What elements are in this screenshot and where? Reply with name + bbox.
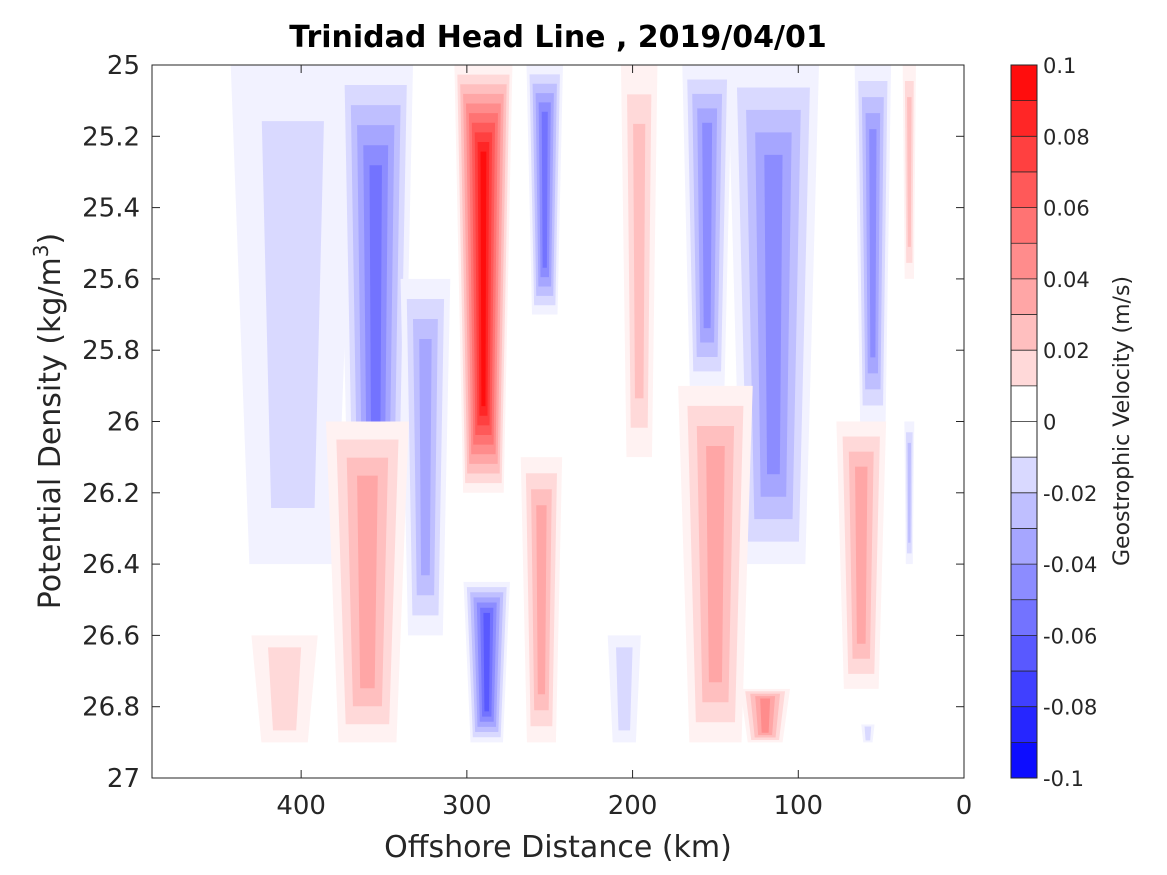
colorbar-swatch bbox=[1011, 421, 1037, 458]
colorbar-swatch bbox=[1011, 599, 1037, 636]
x-tick-label: 0 bbox=[956, 791, 973, 821]
colorbar-tick-label: 0.06 bbox=[1043, 197, 1090, 221]
contour-level-blue-lower-330-4 bbox=[419, 339, 432, 576]
colorbar-tick-label: 0 bbox=[1043, 411, 1056, 435]
contour-level-red-band-65-4 bbox=[855, 466, 868, 644]
colorbar-swatch bbox=[1011, 385, 1037, 422]
colorbar-swatch bbox=[1011, 171, 1037, 209]
contour-level-red-band-200-3 bbox=[633, 123, 646, 399]
contour-level-blue-core-55-5 bbox=[869, 129, 877, 358]
contour-level-blue-core-355-6 bbox=[369, 165, 382, 500]
colorbar-swatch bbox=[1011, 457, 1037, 494]
contour-level-blue-deep-58-2 bbox=[864, 726, 872, 741]
y-tick-label: 27 bbox=[107, 764, 140, 794]
colorbar-tick-label: -0.06 bbox=[1043, 624, 1097, 648]
y-tick-label: 26.4 bbox=[82, 550, 140, 580]
y-axis: 25 25.2 25.4 25.6 25.8 26 26.2 26.4 26.6 26.8 27 bbox=[82, 51, 964, 794]
colorbar: 0.1 0.08 0.06 0.04 0.02 0 -0.02 -0.04 -0.06 -0.08… bbox=[1010, 54, 1097, 791]
colorbar-swatch bbox=[1011, 100, 1037, 137]
contour-level-blue-deep-200-2 bbox=[616, 647, 633, 731]
contour-level-red-strip-35-3 bbox=[907, 97, 912, 247]
colorbar-swatch bbox=[1011, 635, 1037, 672]
contour-level-blue-band-440-2 bbox=[261, 121, 324, 508]
colorbar-tick-label: 0.02 bbox=[1043, 339, 1090, 363]
contour-level-red-lower-420-2 bbox=[268, 647, 302, 731]
colorbar-swatch bbox=[1011, 564, 1037, 601]
colorbar-tick-label: 0.1 bbox=[1043, 54, 1076, 78]
contour-level-red-band-360-4 bbox=[357, 475, 378, 689]
colorbar-swatch bbox=[1011, 278, 1037, 316]
y-tick-label: 26.2 bbox=[82, 479, 140, 509]
colorbar-tick-label: -0.08 bbox=[1043, 696, 1097, 720]
contour-level-red-jet-290-10 bbox=[480, 151, 487, 407]
colorbar-tick-label: -0.02 bbox=[1043, 482, 1097, 506]
x-axis-label: Offshore Distance (km) bbox=[384, 830, 732, 865]
y-axis-label-superscript: 3 bbox=[29, 244, 53, 257]
colorbar-label: Geostrophic Velocity (m/s) bbox=[1110, 276, 1135, 566]
x-axis: 400 300 200 100 0 bbox=[276, 65, 972, 821]
colorbar-swatch bbox=[1011, 528, 1037, 565]
y-axis-label: Potential Density (kg/m3) bbox=[29, 233, 68, 609]
colorbar-tick-label: 0.08 bbox=[1043, 125, 1090, 149]
colorbar-swatch bbox=[1011, 136, 1037, 173]
x-tick-label: 200 bbox=[608, 791, 658, 821]
contour-fill-group bbox=[230, 65, 916, 743]
y-tick-label: 25.2 bbox=[82, 122, 140, 152]
colorbar-swatch bbox=[1011, 492, 1037, 529]
colorbar-tick-label: -0.1 bbox=[1043, 767, 1084, 791]
contour-level-blue-core-255-6 bbox=[541, 111, 548, 268]
x-tick-label: 100 bbox=[773, 791, 823, 821]
colorbar-swatch bbox=[1011, 742, 1037, 779]
y-tick-label: 25 bbox=[107, 51, 140, 81]
colorbar-swatch bbox=[1011, 671, 1037, 708]
colorbar-swatch bbox=[1011, 350, 1037, 387]
y-tick-label: 26.6 bbox=[82, 621, 140, 651]
y-tick-label: 25.8 bbox=[82, 336, 140, 366]
y-tick-label: 25.6 bbox=[82, 265, 140, 295]
chart-title: Trinidad Head Line , 2019/04/01 bbox=[289, 20, 826, 55]
colorbar-swatch bbox=[1011, 65, 1037, 102]
x-tick-label: 300 bbox=[442, 791, 492, 821]
colorbar-swatch bbox=[1011, 207, 1037, 244]
contour-level-red-deep-120-5 bbox=[760, 698, 771, 733]
contour-level-blue-core-155-5 bbox=[702, 122, 713, 329]
y-tick-label: 25.4 bbox=[82, 194, 140, 224]
colorbar-tick-label: -0.04 bbox=[1043, 553, 1097, 577]
colorbar-swatch bbox=[1011, 314, 1037, 351]
contour-level-blue-deep-290-7 bbox=[483, 612, 491, 712]
contour-level-blue-strip-33-3 bbox=[907, 442, 911, 543]
contour-level-red-band-255-4 bbox=[536, 505, 547, 695]
colorbar-swatch bbox=[1011, 706, 1037, 743]
colorbar-swatch bbox=[1011, 243, 1037, 280]
x-tick-label: 400 bbox=[276, 791, 326, 821]
contour-level-red-band-150-4 bbox=[706, 446, 725, 683]
colorbar-frame bbox=[1010, 64, 1038, 779]
y-tick-label: 26.8 bbox=[82, 693, 140, 723]
contour-level-blue-core-115-5 bbox=[764, 154, 783, 475]
colorbar-tick-label: 0.04 bbox=[1043, 268, 1090, 292]
y-axis-label-main: Potential Density (kg/m bbox=[33, 257, 68, 609]
y-axis-label-close: ) bbox=[33, 233, 68, 245]
y-tick-label: 26 bbox=[107, 408, 140, 438]
